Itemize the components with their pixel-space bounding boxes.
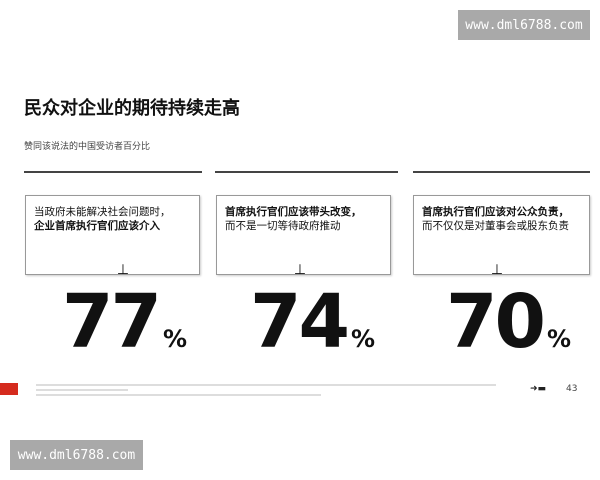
statement-text: 当政府未能解决社会问题时， [34,206,171,218]
footnote-line [36,389,128,391]
divider [24,171,202,173]
footnote-line [36,384,496,386]
slide-title: 民众对企业的期待持续走高 [24,98,240,119]
percentage-value: 70% [446,282,571,379]
percentage-number: 77 [62,279,162,365]
statement-text: 而不仅仅是对董事会或股东负责 [422,220,569,232]
percent-sign: % [350,325,376,353]
connector-icon: ⊥ [490,262,504,278]
connector-icon: ⊥ [116,262,130,278]
percentage-number: 74 [250,279,350,365]
percentage-number: 70 [446,279,546,365]
divider [215,171,398,173]
china-flag-icon [0,383,18,395]
statement-text: 而不是一切等待政府推动 [225,220,341,232]
page-number: 43 [566,384,578,394]
watermark-top: www.dml6788.com [458,10,590,40]
footnote-line [36,394,322,396]
percent-sign: % [546,325,572,353]
statement-card: 当政府未能解决社会问题时， 企业首席执行官们应该介入 [25,195,200,275]
percentage-value: 77% [62,282,187,379]
watermark-bottom: www.dml6788.com [10,440,143,470]
divider [413,171,590,173]
statement-card: 首席执行官们应该带头改变， 而不是一切等待政府推动 [216,195,391,275]
slide-subtitle: 赞同该说法的中国受访者百分比 [24,142,151,152]
statement-text: 企业首席执行官们应该介入 [34,220,160,232]
percentage-value: 74% [250,282,375,379]
percent-sign: % [162,325,188,353]
connector-icon: ⊥ [293,262,307,278]
edelman-logo-icon: ➜▬ [530,384,547,394]
statement-card: 首席执行官们应该对公众负责， 而不仅仅是对董事会或股东负责 [413,195,590,275]
statement-text: 首席执行官们应该对公众负责， [422,206,569,218]
footnote [36,381,496,399]
statement-text: 首席执行官们应该带头改变， [225,206,362,218]
